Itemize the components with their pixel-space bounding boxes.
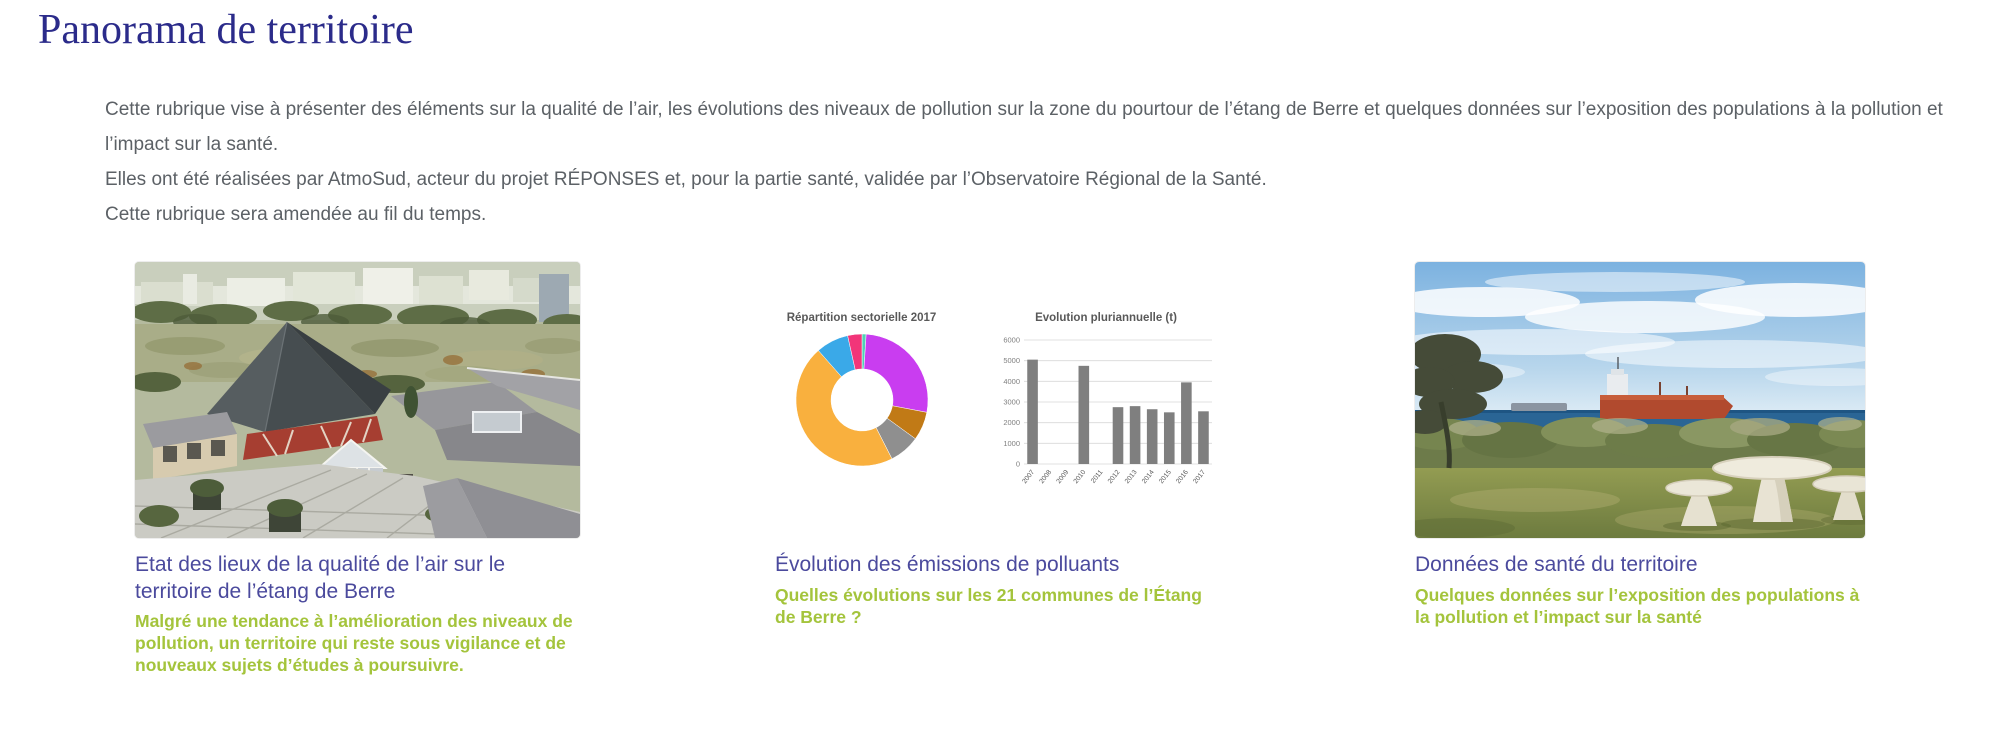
svg-text:5000: 5000	[1003, 356, 1020, 365]
bar-chart: 0 1000 2000 3000 4000 5000 6000 2007 2008 2009 201…	[992, 330, 1220, 502]
aerial-photo-illustration	[135, 262, 580, 538]
card-subtitle-health-data[interactable]: Quelques données sur l’exposition des po…	[1415, 584, 1860, 627]
coastal-photo-illustration	[1415, 262, 1865, 538]
intro-paragraph-2: Elles ont été réalisées par AtmoSud, act…	[105, 169, 1267, 190]
svg-text:2017: 2017	[1192, 469, 1207, 485]
card-health-data[interactable]: Données de santé du territoire Quelques …	[1415, 262, 1865, 628]
bar-chart-title: Evolution pluriannuelle (t)	[1035, 312, 1177, 324]
svg-text:2014: 2014	[1141, 469, 1156, 485]
svg-text:3000: 3000	[1003, 398, 1020, 407]
card-subtitle-emissions[interactable]: Quelles évolutions sur les 21 communes d…	[775, 584, 1202, 627]
svg-text:6000: 6000	[1003, 336, 1020, 345]
emissions-charts-figure[interactable]: Répartition sectorielle 2017 Evolution p…	[775, 262, 1220, 538]
card-title-air-quality[interactable]: Etat des lieux de la qualité de l’air su…	[135, 553, 506, 603]
svg-text:2012: 2012	[1107, 469, 1122, 485]
photo-coastal-view[interactable]	[1415, 262, 1865, 538]
svg-text:2000: 2000	[1003, 418, 1020, 427]
svg-text:2016: 2016	[1175, 469, 1190, 485]
svg-text:2013: 2013	[1124, 469, 1139, 485]
card-title-health-data[interactable]: Données de santé du territoire	[1415, 553, 1698, 576]
svg-text:2010: 2010	[1073, 469, 1088, 485]
svg-text:2009: 2009	[1055, 469, 1070, 485]
svg-text:1000: 1000	[1003, 439, 1020, 448]
svg-text:0: 0	[1016, 460, 1020, 469]
svg-text:4000: 4000	[1003, 377, 1020, 386]
bar-chart-block: Evolution pluriannuelle (t) 0 1000 2000 300…	[992, 312, 1220, 502]
intro-paragraph-3: Cette rubrique sera amendée au fil du te…	[105, 204, 487, 225]
svg-text:2008: 2008	[1038, 469, 1053, 485]
pie-chart-title: Répartition sectorielle 2017	[786, 312, 937, 324]
svg-text:2011: 2011	[1090, 469, 1105, 485]
intro-paragraph-1: Cette rubrique vise à présenter des élém…	[105, 99, 1943, 155]
card-emissions[interactable]: Répartition sectorielle 2017 Evolution p…	[775, 262, 1220, 628]
card-title-emissions[interactable]: Évolution des émissions de polluants	[775, 553, 1120, 576]
card-air-quality[interactable]: Etat des lieux de la qualité de l’air su…	[135, 262, 580, 676]
svg-text:2007: 2007	[1021, 469, 1036, 485]
pie-chart-block: Répartition sectorielle 2017	[775, 312, 948, 470]
photo-aerial-view[interactable]	[135, 262, 580, 538]
page-title: Panorama de territoire	[38, 7, 414, 53]
intro-text: Cette rubrique vise à présenter des élém…	[105, 92, 1985, 232]
svg-text:2015: 2015	[1158, 469, 1173, 485]
donut-chart	[775, 330, 948, 470]
card-subtitle-air-quality[interactable]: Malgré une tendance à l’amélioration des…	[135, 611, 573, 675]
